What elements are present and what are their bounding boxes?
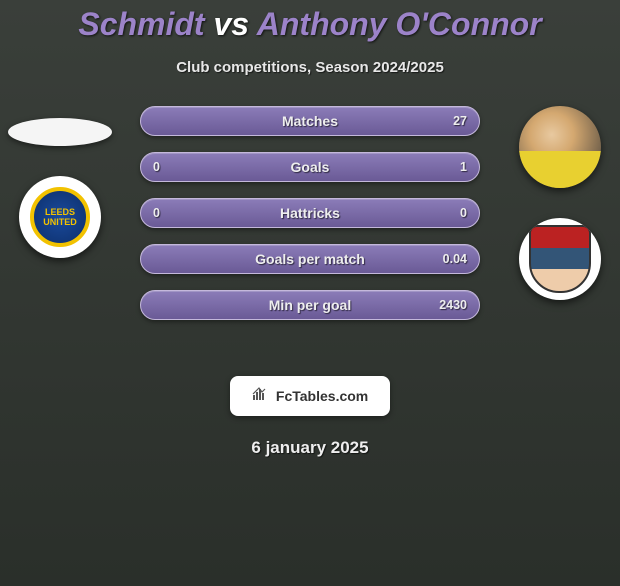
stat-left-value: 0: [153, 160, 160, 174]
stat-right-value: 0: [460, 206, 467, 220]
stat-label: Min per goal: [269, 297, 351, 313]
player2-club-badge: [519, 218, 601, 300]
stat-right-value: 27: [453, 114, 467, 128]
stat-left-value: 0: [153, 206, 160, 220]
stat-right-value: 2430: [439, 298, 467, 312]
player1-name: Schmidt: [78, 6, 204, 42]
right-column: [500, 106, 620, 300]
stat-right-value: 0.04: [443, 252, 467, 266]
leeds-badge-icon: LEEDSUNITED: [30, 187, 90, 247]
stat-row-matches: Matches 27: [140, 106, 480, 136]
player1-club-badge: LEEDSUNITED: [19, 176, 101, 258]
subtitle-text: Club competitions, Season 2024/2025: [0, 59, 620, 76]
stat-row-hattricks: 0 Hattricks 0: [140, 198, 480, 228]
comparison-title: Schmidt vs Anthony O'Connor: [0, 6, 620, 43]
stat-row-goals-per-match: Goals per match 0.04: [140, 244, 480, 274]
stat-label: Hattricks: [280, 205, 340, 221]
vs-text: vs: [213, 6, 249, 42]
left-column: LEEDSUNITED: [0, 106, 120, 258]
comparison-content: LEEDSUNITED Matches 27 0 Goals 1 0 Hattr…: [0, 106, 620, 366]
stat-row-min-per-goal: Min per goal 2430: [140, 290, 480, 320]
stat-label: Goals: [291, 159, 330, 175]
brand-box: FcTables.com: [230, 376, 390, 416]
brand-text: FcTables.com: [252, 387, 369, 405]
brand-label: FcTables.com: [276, 388, 368, 404]
stat-row-goals: 0 Goals 1: [140, 152, 480, 182]
stat-right-value: 1: [460, 160, 467, 174]
comparison-date: 6 january 2025: [0, 438, 620, 458]
club-shield-icon: [529, 225, 591, 293]
stats-container: Matches 27 0 Goals 1 0 Hattricks 0 Goals…: [140, 106, 480, 320]
chart-icon: [252, 388, 272, 405]
player2-avatar: [519, 106, 601, 188]
player1-avatar-placeholder: [8, 118, 112, 146]
stat-label: Matches: [282, 113, 338, 129]
stat-label: Goals per match: [255, 251, 365, 267]
player2-name: Anthony O'Connor: [257, 6, 542, 42]
